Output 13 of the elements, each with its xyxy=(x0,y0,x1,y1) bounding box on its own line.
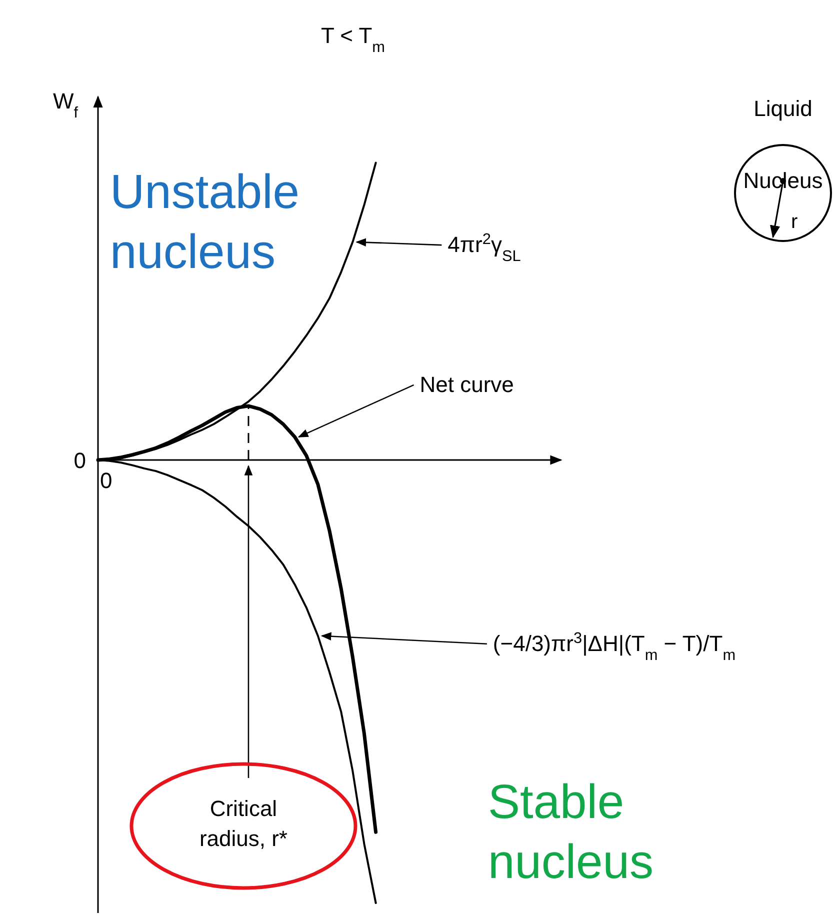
chart-title: T < T$_{m}$ xyxy=(321,23,385,56)
text: (−4/3)πr$^{3}$|ΔH|(T$_{m}$ − T)/T$_{m}$ xyxy=(492,629,736,664)
text: 0 xyxy=(74,448,86,473)
annotation: Unstable nucleus xyxy=(110,166,300,279)
y-axis-title: W$_{f}$ xyxy=(52,88,79,122)
text: Net curve xyxy=(420,372,514,397)
text: Stable nucleus xyxy=(488,776,654,889)
annotation: 0 xyxy=(100,468,112,493)
text: Nucleus xyxy=(743,168,823,193)
text: Liquid xyxy=(754,96,812,121)
legend-label: 4πr$^{2}$γ$_{SL}$ xyxy=(448,230,522,265)
annotation: Critical radius, r* xyxy=(199,796,288,851)
text: r xyxy=(791,211,798,233)
